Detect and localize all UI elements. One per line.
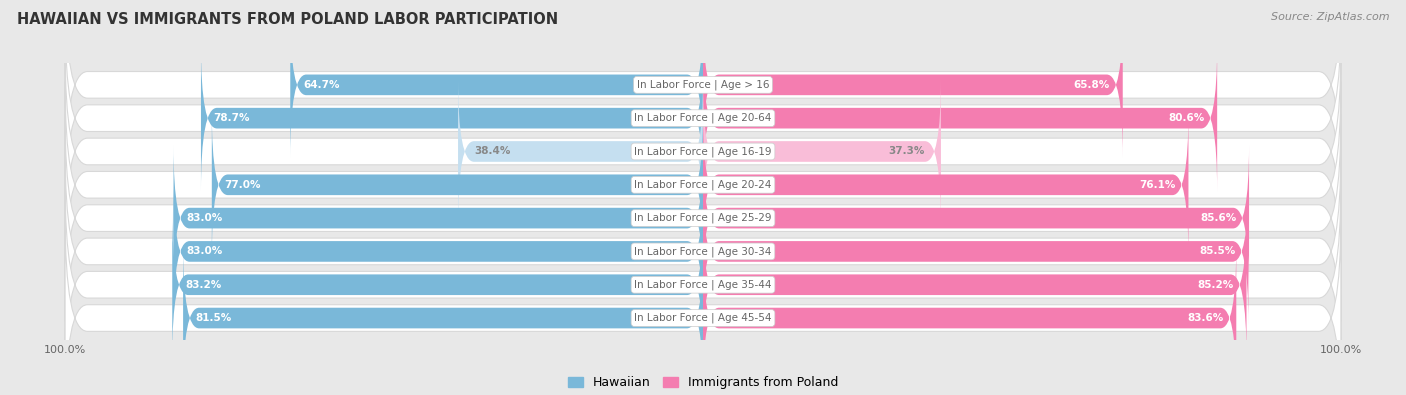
Text: In Labor Force | Age 25-29: In Labor Force | Age 25-29 <box>634 213 772 223</box>
FancyBboxPatch shape <box>173 179 703 324</box>
FancyBboxPatch shape <box>183 245 703 391</box>
Text: In Labor Force | Age 45-54: In Labor Force | Age 45-54 <box>634 313 772 323</box>
Legend: Hawaiian, Immigrants from Poland: Hawaiian, Immigrants from Poland <box>562 371 844 394</box>
FancyBboxPatch shape <box>703 245 1236 391</box>
Text: In Labor Force | Age 35-44: In Labor Force | Age 35-44 <box>634 280 772 290</box>
FancyBboxPatch shape <box>703 212 1247 358</box>
Text: 83.0%: 83.0% <box>186 246 222 256</box>
Text: 78.7%: 78.7% <box>214 113 250 123</box>
Text: 81.5%: 81.5% <box>195 313 232 323</box>
FancyBboxPatch shape <box>173 212 703 358</box>
Text: 76.1%: 76.1% <box>1139 180 1175 190</box>
FancyBboxPatch shape <box>65 81 1341 288</box>
Text: In Labor Force | Age 30-34: In Labor Force | Age 30-34 <box>634 246 772 257</box>
Text: 38.4%: 38.4% <box>474 147 510 156</box>
FancyBboxPatch shape <box>703 145 1249 291</box>
FancyBboxPatch shape <box>212 112 703 258</box>
FancyBboxPatch shape <box>65 115 1341 322</box>
FancyBboxPatch shape <box>65 181 1341 388</box>
Text: In Labor Force | Age 16-19: In Labor Force | Age 16-19 <box>634 146 772 157</box>
Text: 85.2%: 85.2% <box>1198 280 1233 290</box>
FancyBboxPatch shape <box>201 45 703 191</box>
Text: 80.6%: 80.6% <box>1168 113 1205 123</box>
FancyBboxPatch shape <box>65 148 1341 355</box>
FancyBboxPatch shape <box>458 79 703 224</box>
FancyBboxPatch shape <box>703 45 1218 191</box>
FancyBboxPatch shape <box>703 12 1123 158</box>
FancyBboxPatch shape <box>290 12 703 158</box>
Text: In Labor Force | Age 20-64: In Labor Force | Age 20-64 <box>634 113 772 123</box>
FancyBboxPatch shape <box>173 145 703 291</box>
Text: 85.5%: 85.5% <box>1199 246 1236 256</box>
Text: 37.3%: 37.3% <box>889 147 925 156</box>
FancyBboxPatch shape <box>703 179 1249 324</box>
Text: 77.0%: 77.0% <box>225 180 262 190</box>
Text: 64.7%: 64.7% <box>304 80 339 90</box>
Text: 65.8%: 65.8% <box>1074 80 1109 90</box>
FancyBboxPatch shape <box>65 48 1341 255</box>
FancyBboxPatch shape <box>65 15 1341 222</box>
FancyBboxPatch shape <box>703 112 1188 258</box>
Text: 83.6%: 83.6% <box>1187 313 1223 323</box>
FancyBboxPatch shape <box>703 79 941 224</box>
Text: 83.0%: 83.0% <box>186 213 222 223</box>
Text: Source: ZipAtlas.com: Source: ZipAtlas.com <box>1271 12 1389 22</box>
Text: 85.6%: 85.6% <box>1201 213 1236 223</box>
FancyBboxPatch shape <box>65 0 1341 188</box>
Text: In Labor Force | Age > 16: In Labor Force | Age > 16 <box>637 80 769 90</box>
Text: In Labor Force | Age 20-24: In Labor Force | Age 20-24 <box>634 180 772 190</box>
Text: HAWAIIAN VS IMMIGRANTS FROM POLAND LABOR PARTICIPATION: HAWAIIAN VS IMMIGRANTS FROM POLAND LABOR… <box>17 12 558 27</box>
FancyBboxPatch shape <box>65 215 1341 395</box>
Text: 83.2%: 83.2% <box>186 280 221 290</box>
